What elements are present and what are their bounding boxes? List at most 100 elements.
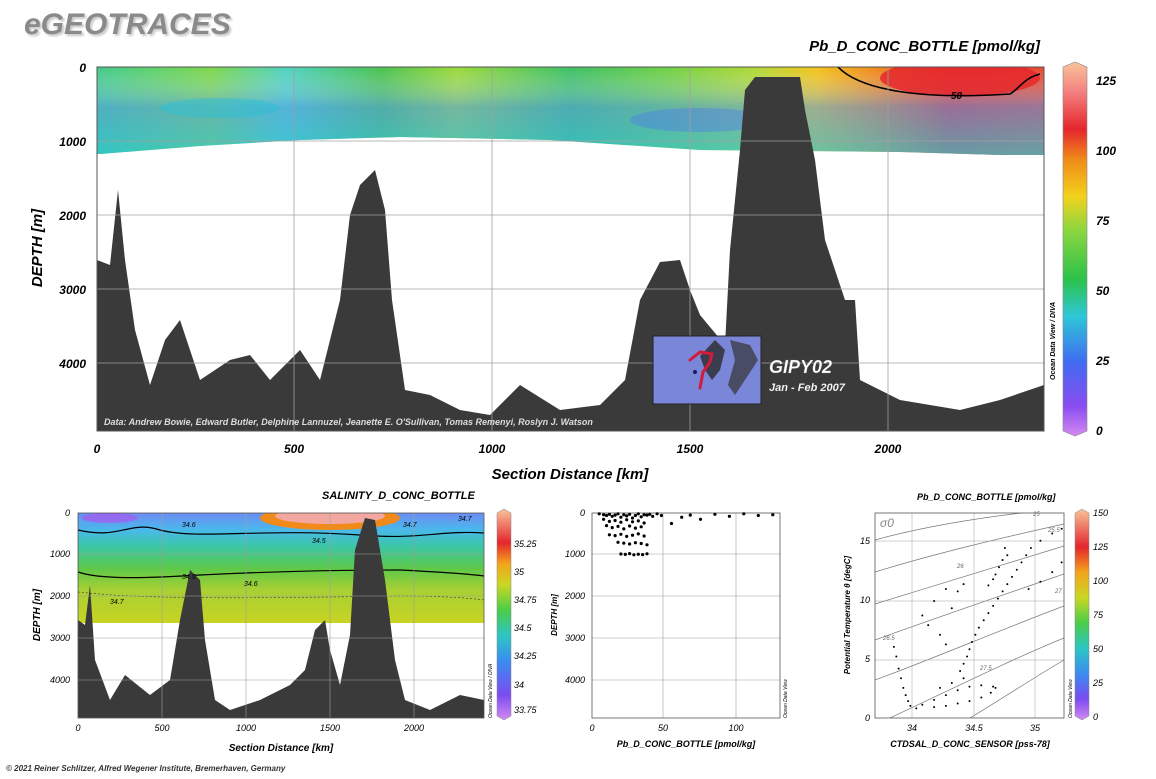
main-cbar-tick: 50 xyxy=(1096,284,1110,298)
scatter-point xyxy=(613,513,617,517)
pb-y-axis-label: DEPTH [m] xyxy=(550,594,559,636)
scatter-point xyxy=(1006,554,1009,557)
sal-cbar-tick: 34 xyxy=(514,680,524,690)
scatter-point xyxy=(633,513,637,518)
main-colorbar xyxy=(1062,61,1088,437)
scatter-point xyxy=(996,597,999,600)
scatter-point xyxy=(956,590,959,593)
sal-contour-label: 34.7 xyxy=(110,599,125,606)
main-section-chart: 50 Data: Andrew Bowie, Edward Butler, De… xyxy=(29,61,1116,483)
main-xtick: 500 xyxy=(284,442,304,456)
scatter-point xyxy=(628,524,632,528)
ts-isopycnal-label: 25.5 xyxy=(1047,528,1060,534)
scatter-point xyxy=(1001,559,1004,561)
scatter-point xyxy=(632,553,636,557)
pb-xtick: 100 xyxy=(728,723,743,733)
main-cbar-tick: 75 xyxy=(1096,214,1110,228)
main-xtick: 0 xyxy=(94,442,101,456)
scatter-point xyxy=(698,517,703,521)
scatter-point xyxy=(933,600,936,602)
ts-cbar-tick: 25 xyxy=(1092,678,1104,688)
scatter-point xyxy=(756,513,760,518)
main-xtick: 2000 xyxy=(874,442,902,456)
main-credit: Data: Andrew Bowie, Edward Butler, Delph… xyxy=(104,417,593,427)
scatter-point xyxy=(645,513,649,517)
scatter-point xyxy=(607,519,611,523)
scatter-point xyxy=(610,514,614,518)
pb-xtick: 0 xyxy=(589,723,594,733)
scatter-point xyxy=(998,566,1000,569)
sal-ytick: 4000 xyxy=(50,675,70,685)
pb-xtick: 50 xyxy=(658,723,668,733)
salinity-section-chart: 34.6 34.7 34.5 34.5 34.6 34.7 34.7 0 100… xyxy=(32,508,538,754)
ts-isopycnal-label: 27.5 xyxy=(979,666,992,672)
sal-cbar-tick: 34.5 xyxy=(514,623,533,633)
ts-isopycnal-label: 26.5 xyxy=(882,636,895,642)
scatter-point xyxy=(944,643,947,646)
sal-odv-label: Ocean Data View / DIVA xyxy=(488,663,494,718)
scatter-point xyxy=(636,519,640,523)
sal-cbar-tick: 34.25 xyxy=(514,651,538,661)
scatter-point xyxy=(980,696,983,699)
scatter-point xyxy=(904,694,907,697)
main-xtick: 1500 xyxy=(677,442,704,456)
main-ytick: 4000 xyxy=(58,357,86,371)
scatter-point xyxy=(956,702,959,705)
scatter-point xyxy=(642,534,646,538)
scatter-point xyxy=(713,512,717,516)
scatter-point xyxy=(613,534,617,538)
pb-ytick: 1000 xyxy=(565,549,585,559)
scatter-point xyxy=(1051,532,1054,535)
scatter-point xyxy=(742,512,746,516)
scatter-point xyxy=(616,524,620,528)
scatter-point xyxy=(1003,547,1006,549)
scatter-point xyxy=(944,694,947,697)
pb-x-axis-label: Pb_D_CONC_BOTTLE [pmol/kg] xyxy=(617,739,757,749)
scatter-point xyxy=(992,685,995,688)
scatter-point xyxy=(921,614,924,617)
ts-ytick: 15 xyxy=(860,536,871,546)
pb-odv-label: Ocean Data View xyxy=(783,679,789,718)
scatter-point xyxy=(950,682,953,684)
scatter-point xyxy=(607,512,611,516)
scatter-point xyxy=(1011,575,1013,578)
sal-xtick: 500 xyxy=(154,723,169,733)
pb-profile-points xyxy=(597,512,775,557)
sal-contour-label: 34.5 xyxy=(312,538,326,545)
scatter-point xyxy=(642,521,646,525)
scatter-point xyxy=(630,533,635,537)
scatter-point xyxy=(897,667,900,670)
pb-ytick: 0 xyxy=(580,508,585,518)
pb-profile-chart: 0 1000 2000 3000 4000 0 50 100 Pb_D_CONC… xyxy=(550,508,789,749)
main-ytick: 1000 xyxy=(59,135,86,149)
ts-title: Pb_D_CONC_BOTTLE [pmol/kg] xyxy=(917,492,1056,502)
main-cbar-tick: 125 xyxy=(1096,74,1116,88)
main-cbar-tick: 25 xyxy=(1095,354,1110,368)
scatter-point xyxy=(968,685,971,688)
scatter-point xyxy=(902,686,905,689)
sal-contour-label: 34.6 xyxy=(182,522,196,529)
scatter-point xyxy=(616,512,620,516)
scatter-point xyxy=(1029,547,1032,549)
ts-ytick: 10 xyxy=(860,595,870,605)
scatter-point xyxy=(628,552,632,556)
ts-y-axis-label: Potential Temperature θ [degC] xyxy=(843,555,852,674)
scatter-point xyxy=(1060,561,1063,564)
scatter-point xyxy=(655,512,659,516)
scatter-point xyxy=(636,512,640,516)
ts-isopycnal-label: 27 xyxy=(1054,589,1062,595)
scatter-point xyxy=(950,607,953,610)
scatter-point xyxy=(962,583,965,586)
ts-xtick: 35 xyxy=(1030,723,1041,733)
ts-ytick: 0 xyxy=(865,713,870,723)
ts-sigma-label: σ0 xyxy=(880,516,894,530)
scatter-point xyxy=(610,526,614,530)
ts-cbar-tick: 75 xyxy=(1093,610,1104,620)
sal-contour-label: 34.5 xyxy=(182,574,196,581)
scatter-point xyxy=(956,689,959,692)
sal-contour-label: 34.7 xyxy=(403,522,418,529)
scatter-point xyxy=(962,662,965,665)
scatter-point xyxy=(968,700,971,703)
scatter-point xyxy=(630,516,635,520)
scatter-point xyxy=(680,515,684,519)
